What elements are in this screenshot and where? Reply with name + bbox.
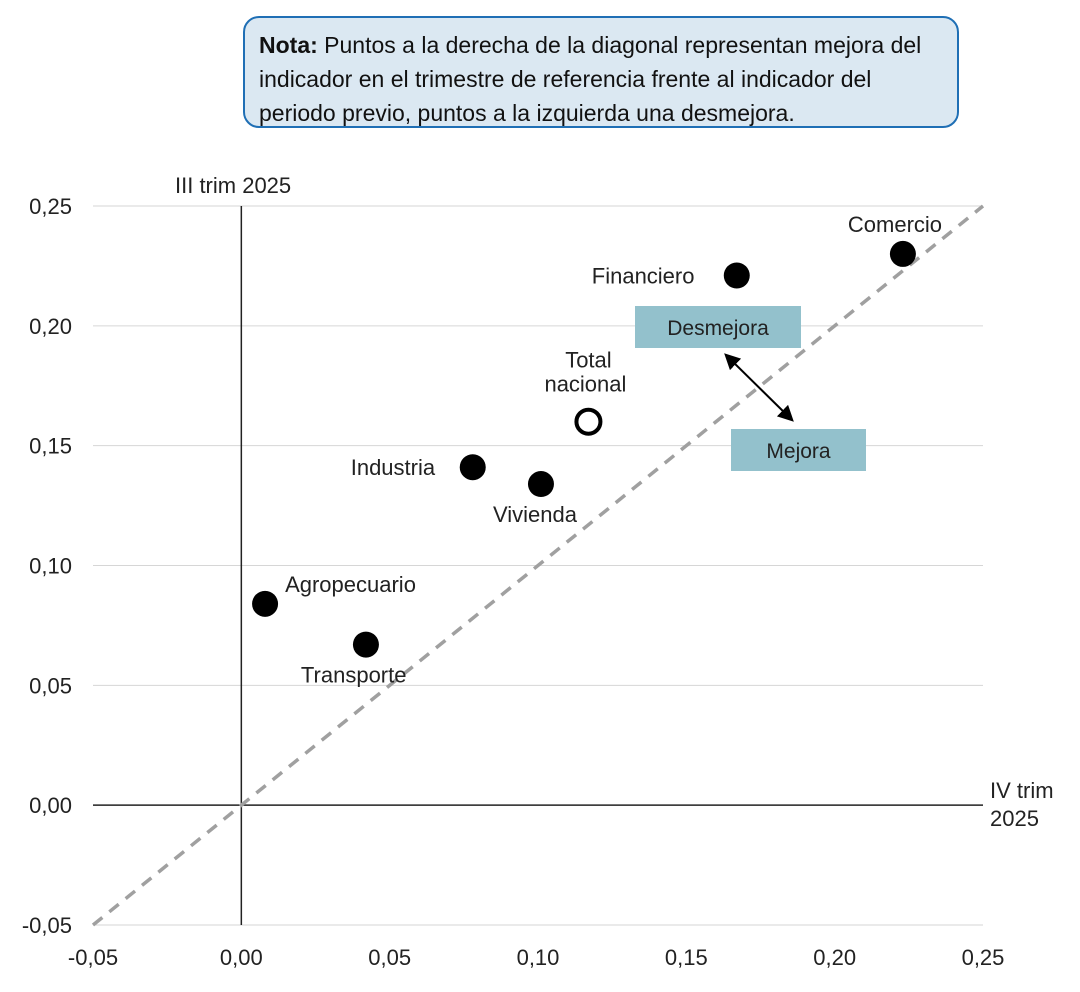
data-point	[889, 240, 916, 267]
double-arrow	[724, 353, 794, 422]
y-tick-label: 0,20	[29, 314, 72, 339]
data-point	[459, 454, 486, 481]
point-label: nacional	[544, 372, 626, 397]
data-point	[527, 471, 554, 498]
note-box: Nota: Puntos a la derecha de la diagonal…	[243, 16, 959, 128]
data-point	[574, 407, 603, 436]
point-label: Comercio	[848, 212, 942, 237]
y-tick-label: 0,05	[29, 673, 72, 698]
note-text: Puntos a la derecha de la diagonal repre…	[259, 32, 922, 126]
y-tick-label: 0,15	[29, 434, 72, 459]
point-label: Total	[565, 348, 611, 373]
x-tick-label: 0,15	[665, 945, 708, 970]
annotation-label: Mejora	[766, 440, 831, 463]
y-axis-title: III trim 2025	[175, 173, 291, 198]
point-label: Agropecuario	[285, 572, 416, 597]
y-tick-label: 0,00	[29, 793, 72, 818]
data-point	[352, 631, 379, 658]
data-point	[723, 262, 750, 289]
diagonal-line	[91, 204, 985, 927]
x-axis-title: IV trim 2025	[990, 778, 1054, 831]
data-point	[252, 590, 279, 617]
annotation-box	[635, 306, 801, 348]
annotation-box	[731, 429, 866, 471]
note-label: Nota:	[259, 32, 318, 58]
x-tick-label: 0,10	[517, 945, 560, 970]
annotation-label: Desmejora	[667, 317, 769, 340]
point-label: Transporte	[301, 663, 407, 688]
point-label: Financiero	[592, 264, 695, 289]
x-tick-label: 0,00	[220, 945, 263, 970]
point-label: Vivienda	[493, 502, 578, 527]
x-tick-label: -0,05	[68, 945, 118, 970]
x-tick-label: 0,25	[962, 945, 1005, 970]
y-tick-label: 0,25	[29, 194, 72, 219]
x-tick-label: 0,05	[368, 945, 411, 970]
y-tick-label: -0,05	[22, 913, 72, 938]
point-label: Industria	[351, 455, 436, 480]
y-tick-label: 0,10	[29, 554, 72, 579]
x-tick-label: 0,20	[813, 945, 856, 970]
